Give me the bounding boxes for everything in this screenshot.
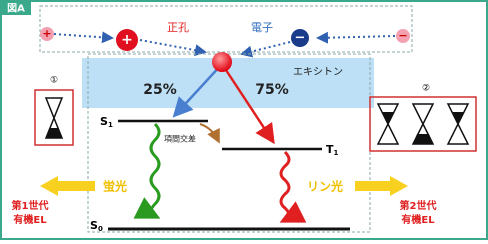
tag: 図A bbox=[7, 3, 25, 15]
sign: + bbox=[42, 27, 51, 40]
s1-letter: S bbox=[100, 115, 108, 128]
first-line1: 第1世代 bbox=[12, 199, 49, 212]
sign: + bbox=[121, 32, 133, 48]
s0-sub: 0 bbox=[98, 225, 103, 233]
phosphorescence-label: リン光 bbox=[307, 179, 343, 194]
second-line2: 有機EL bbox=[401, 213, 435, 226]
first-line2: 有機EL bbox=[13, 213, 47, 226]
crossing-label: 項間交差 bbox=[164, 134, 196, 144]
triplet-share: 75% bbox=[255, 82, 289, 98]
second-line1: 第2世代 bbox=[400, 199, 437, 212]
t1-sub: 1 bbox=[334, 149, 339, 157]
diagram: 図A + − + 正孔 − 電子 25% 75% エキシトン S1 T1 S0 … bbox=[0, 0, 488, 240]
fluorescence-label: 蛍光 bbox=[103, 179, 127, 194]
exciton bbox=[212, 52, 232, 72]
s1-sub: 1 bbox=[108, 121, 113, 129]
sign: − bbox=[398, 29, 407, 42]
exciton-label: エキシトン bbox=[293, 67, 343, 78]
s0-letter: S bbox=[90, 219, 98, 232]
electron-label: 電子 bbox=[251, 21, 273, 34]
first-mark: ① bbox=[50, 76, 58, 86]
singlet-share: 25% bbox=[143, 82, 177, 98]
hole-label: 正孔 bbox=[167, 21, 189, 34]
sign: − bbox=[295, 31, 306, 46]
second-mark: ② bbox=[422, 84, 430, 94]
